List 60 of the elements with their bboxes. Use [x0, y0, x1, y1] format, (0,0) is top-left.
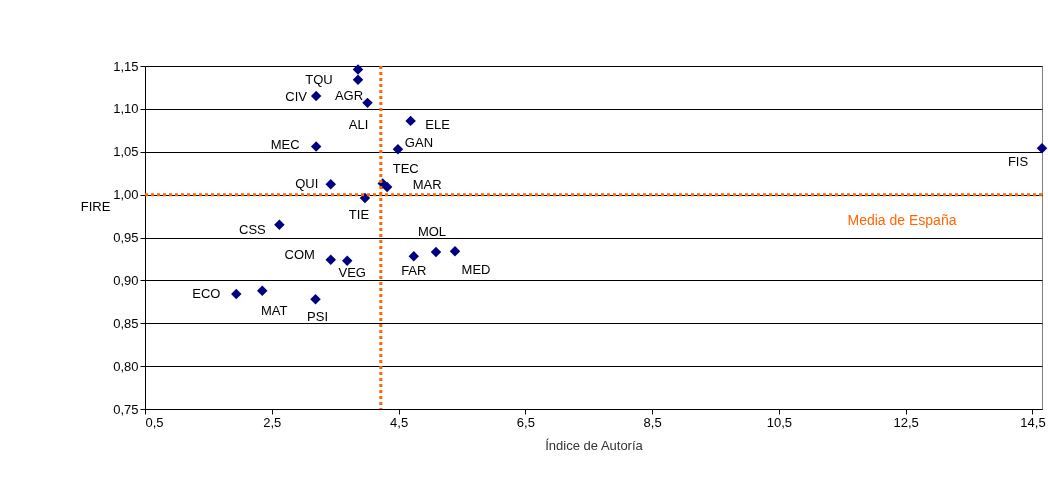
point [362, 97, 373, 109]
x-tick-label: 0,5 [145, 414, 164, 430]
point [325, 179, 336, 190]
x-tick-label: 4,5 [390, 414, 409, 430]
point [310, 90, 322, 102]
point [231, 288, 242, 300]
annotation: FAR [401, 263, 427, 279]
point [310, 294, 321, 305]
annotation: AGR [334, 87, 364, 103]
y-tick-label: 0,95 [113, 230, 139, 245]
point [449, 245, 461, 257]
annotation: MAT [261, 302, 288, 318]
x-tick-label: 12,5 [893, 414, 919, 430]
point [274, 219, 285, 230]
x-tick-label: 2,5 [263, 414, 282, 430]
x-axis-title: Índice de Autoría [545, 437, 644, 453]
point [325, 254, 336, 266]
point [257, 285, 268, 296]
annotation: TIE [348, 207, 370, 223]
point [352, 64, 364, 75]
annotation: MEC [270, 136, 300, 152]
annotation: ECO [192, 286, 221, 302]
annotation: PSI [307, 309, 329, 325]
annotation: ELE [425, 116, 451, 132]
point [408, 251, 420, 262]
annotation: CIV [285, 89, 308, 105]
x-tick-label: 6,5 [516, 414, 535, 430]
point [352, 74, 364, 85]
annotation: MAR [412, 176, 442, 192]
y-tick-label: 0,75 [113, 401, 139, 417]
point [392, 143, 404, 155]
ref-line-label: Media de España [847, 211, 957, 228]
annotation: CSS [239, 221, 267, 237]
y-tick-label: 0,85 [113, 315, 139, 331]
point [341, 255, 353, 266]
y-tick-label: 1,00 [113, 187, 139, 203]
y-tick-label: 0,80 [113, 358, 139, 374]
x-tick-label: 14,5 [1020, 414, 1046, 430]
annotation: FIS [1007, 154, 1029, 170]
annotation: GAN [404, 135, 434, 151]
annotation: COM [284, 246, 315, 262]
annotation: QUI [295, 176, 319, 192]
point [1036, 143, 1048, 154]
annotation: VEG [338, 264, 366, 280]
annotation: MED [461, 262, 491, 278]
annotation: TEC [392, 161, 419, 177]
x-tick-label: 10,5 [766, 414, 793, 430]
y-tick-label: 1,15 [113, 58, 139, 74]
x-tick-label: 8,5 [643, 414, 662, 430]
point [405, 115, 416, 127]
y-axis-title: FIRE [80, 198, 111, 214]
y-tick-label: 0,90 [113, 272, 139, 288]
point [430, 246, 442, 258]
y-tick-label: 1,10 [113, 101, 139, 117]
annotation: ALI [348, 116, 369, 132]
point [359, 192, 371, 204]
annotation: TQU [305, 72, 333, 88]
y-tick-label: 1,05 [113, 144, 139, 160]
point [310, 141, 322, 152]
annotation: MOL [417, 224, 447, 240]
